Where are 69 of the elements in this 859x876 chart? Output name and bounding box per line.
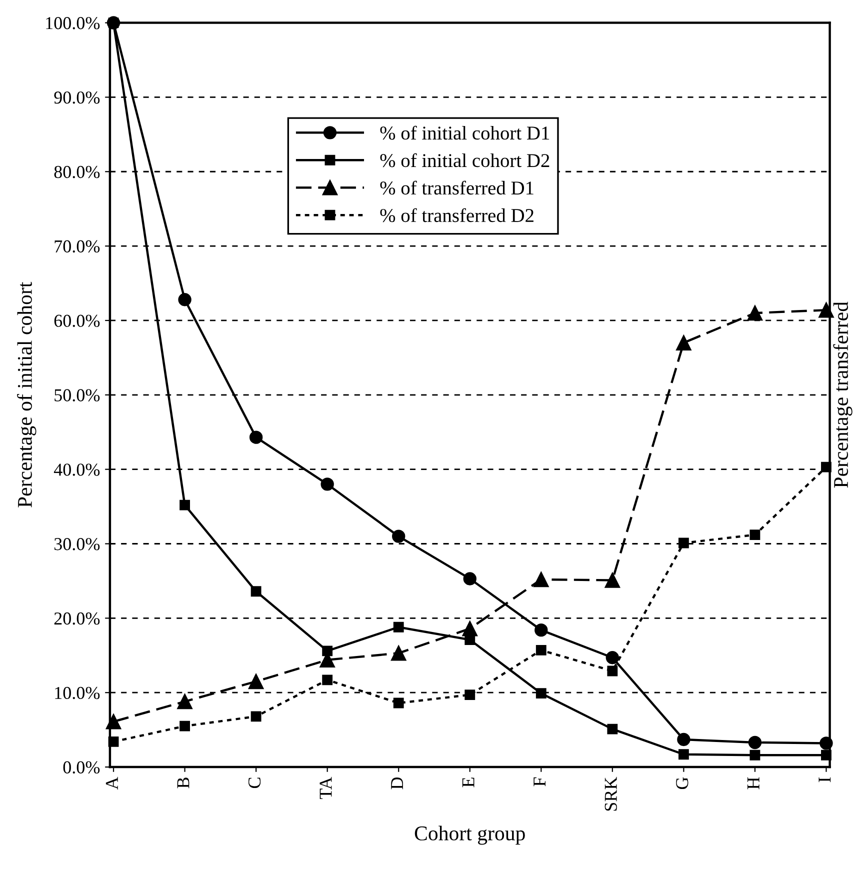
point [818, 302, 834, 318]
point [322, 646, 333, 656]
x-tick-label: D [391, 777, 403, 790]
x-tick-label: G [676, 777, 688, 790]
point [821, 750, 832, 760]
y-tick-label: 90.0% [54, 91, 100, 104]
point [750, 530, 760, 540]
point [180, 500, 190, 510]
y-axis-title: Percentage of initial cohort [17, 282, 36, 508]
point [821, 462, 832, 472]
point [393, 622, 404, 632]
point [463, 572, 476, 586]
point [677, 732, 690, 746]
y-tick-label: 20.0% [54, 612, 100, 625]
x-tick-label: E [462, 778, 474, 788]
x-tick-label: I [818, 777, 831, 782]
point [178, 293, 192, 306]
point [393, 698, 404, 708]
point [106, 714, 122, 730]
legend-label: % of initial cohort D1 [380, 126, 550, 140]
x-tick-label: F [534, 777, 546, 786]
y-tick-label: 50.0% [54, 389, 100, 402]
point [748, 736, 762, 750]
y2-axis-title: Percentage transferred [833, 302, 852, 488]
point [320, 478, 334, 491]
x-tick-label: A [106, 776, 118, 790]
point [820, 736, 833, 750]
point [534, 572, 549, 588]
point [322, 674, 333, 686]
point [177, 694, 192, 710]
legend-label: % of transferred D1 [380, 180, 534, 195]
point [678, 749, 689, 760]
point [750, 750, 760, 760]
point [250, 586, 262, 597]
point [392, 530, 406, 543]
y-tick-label: 10.0% [55, 686, 100, 700]
point [536, 688, 546, 699]
point [676, 335, 692, 350]
y-tick-label: 30.0% [54, 538, 100, 550]
point [747, 305, 763, 321]
point [604, 572, 620, 588]
point [606, 651, 620, 664]
legend-label: % of initial cohort D2 [380, 153, 550, 168]
point [249, 430, 263, 444]
y-tick-label: 80.0% [54, 166, 100, 178]
point [464, 690, 476, 700]
y-tick-label: 70.0% [54, 240, 100, 253]
point [390, 646, 406, 661]
point [678, 538, 689, 548]
x-tick-label: TA [320, 776, 332, 800]
point [248, 674, 264, 690]
point [607, 666, 618, 676]
point [180, 720, 190, 732]
legend-label: % of transferred D2 [380, 208, 534, 222]
point [250, 711, 262, 722]
point [464, 634, 476, 645]
y-tick-label: 40.0% [54, 464, 100, 476]
x-axis-title: Cohort group [414, 826, 525, 845]
point [607, 724, 618, 734]
x-tick-label: B [177, 778, 190, 788]
y-tick-label: 100.0% [46, 17, 100, 30]
x-tick-label: H [747, 777, 760, 790]
point [534, 623, 548, 637]
y-tick-label: 0.0% [63, 761, 100, 774]
point [536, 644, 546, 656]
x-tick-label: SRK [604, 776, 617, 811]
y-tick-label: 60.0% [54, 314, 100, 327]
x-tick-label: C [248, 778, 261, 788]
point [108, 736, 119, 747]
